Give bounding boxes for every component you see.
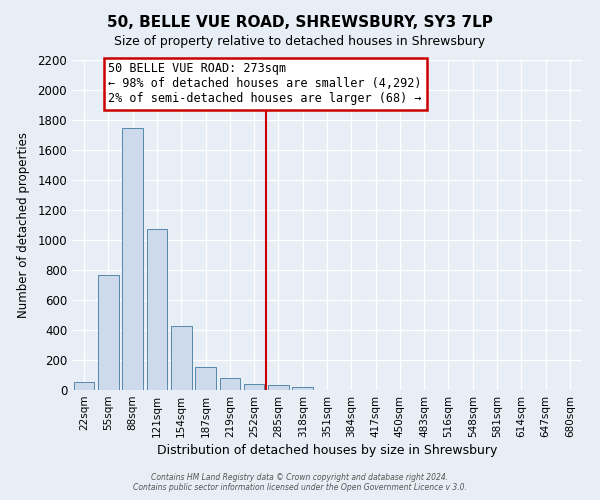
Y-axis label: Number of detached properties: Number of detached properties — [17, 132, 31, 318]
X-axis label: Distribution of detached houses by size in Shrewsbury: Distribution of detached houses by size … — [157, 444, 497, 457]
Text: 50 BELLE VUE ROAD: 273sqm
← 98% of detached houses are smaller (4,292)
2% of sem: 50 BELLE VUE ROAD: 273sqm ← 98% of detac… — [109, 62, 422, 106]
Bar — [195, 367, 216, 390]
Bar — [171, 326, 191, 390]
Bar — [220, 378, 240, 390]
Text: Size of property relative to detached houses in Shrewsbury: Size of property relative to detached ho… — [115, 35, 485, 48]
Bar — [98, 275, 119, 390]
Bar — [268, 385, 289, 390]
Bar — [122, 128, 143, 390]
Bar — [244, 384, 265, 390]
Bar — [146, 229, 167, 390]
Bar — [292, 387, 313, 390]
Text: Contains HM Land Registry data © Crown copyright and database right 2024.
Contai: Contains HM Land Registry data © Crown c… — [133, 472, 467, 492]
Text: 50, BELLE VUE ROAD, SHREWSBURY, SY3 7LP: 50, BELLE VUE ROAD, SHREWSBURY, SY3 7LP — [107, 15, 493, 30]
Bar — [74, 382, 94, 390]
